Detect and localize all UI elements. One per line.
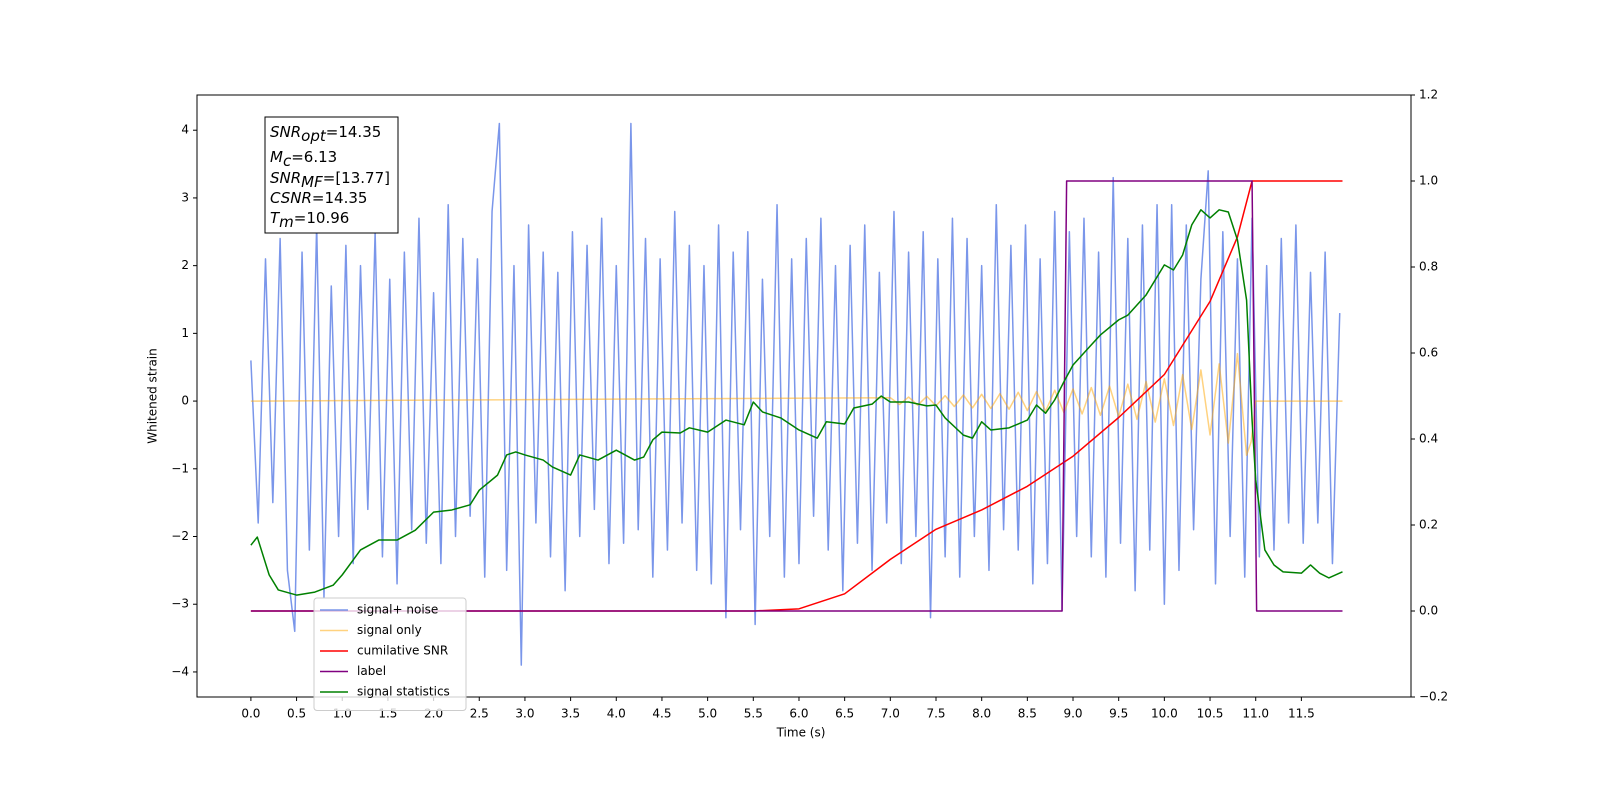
y-tick-label: −1 [171,461,189,475]
x-tick-label: 5.5 [744,707,763,721]
y-tick-label: 0 [181,394,189,408]
series-line [250,180,1343,612]
annotation-symbol: SNR [270,169,301,187]
annotation-line: SNRMF=[13.77] [270,169,390,191]
series-line [250,209,1343,596]
x-tick-label: 3.5 [561,707,580,721]
annotation-value: =14.35 [326,123,382,141]
x-tick-label: 6.0 [789,707,808,721]
annotation-line: SNRopt=14.35 [270,123,381,145]
annotation-subscript: MF [301,173,323,191]
annotation-subscript: opt [301,127,327,145]
x-tick-label: 8.5 [1018,707,1037,721]
annotation-symbol: SNR [270,123,301,141]
x-tick-label: 8.0 [972,707,991,721]
y-tick-label: −3 [171,597,189,611]
annotation-value: =10.96 [294,209,350,227]
x-tick-label: 0.0 [241,707,260,721]
annotation-value: =14.35 [312,189,368,207]
x-tick-label: 7.5 [926,707,945,721]
y-axis-label: Whitened strain [146,348,160,444]
series-line [250,352,1343,456]
x-tick-label: 11.0 [1242,707,1269,721]
x-tick-label: 6.5 [835,707,854,721]
y2-tick-label: 0.0 [1419,604,1438,618]
y-tick-label: −4 [171,664,189,678]
annotation-frame [264,116,399,234]
annotation-line: Tm=10.96 [270,209,349,231]
legend-label: cumilative SNR [357,644,448,658]
y2-tick-label: 0.6 [1419,346,1438,360]
y2-tick-label: 0.8 [1419,260,1438,274]
y-tick-label: 1 [181,326,189,340]
legend-label: signal+ noise [357,603,438,617]
y2-tick-label: 1.2 [1419,88,1438,102]
x-tick-label: 10.0 [1151,707,1178,721]
series-line [250,122,1341,666]
annotation-line: CSNR=14.35 [270,189,367,207]
x-tick-label: 9.5 [1109,707,1128,721]
x-tick-label: 7.0 [881,707,900,721]
annotation-symbol: T [270,209,281,227]
y2-tick-label: 0.2 [1419,518,1438,532]
x-axis-label: Time (s) [776,726,826,740]
legend-label: label [357,664,386,678]
legend-label: signal only [357,623,422,637]
y2-tick-label: 1.0 [1419,174,1438,188]
annotation-value: =6.13 [291,148,337,166]
y-tick-label: 3 [181,190,189,204]
y-tick-label: −2 [171,529,189,543]
x-tick-label: 0.5 [287,707,306,721]
y-tick-label: 4 [181,123,189,137]
x-tick-label: 10.5 [1197,707,1224,721]
annotation-symbol: CSNR [270,189,312,207]
y-tick-label: 2 [181,258,189,272]
x-tick-label: 5.0 [698,707,717,721]
legend-frame [313,597,467,711]
x-tick-label: 3.0 [515,707,534,721]
annotation-symbol: M [270,148,283,166]
legend-label: signal statistics [357,685,450,699]
annotation-box: SNRopt=14.35Mc=6.13SNRMF=[13.77]CSNR=14.… [264,116,399,234]
x-tick-label: 2.5 [470,707,489,721]
x-tick-label: 11.5 [1288,707,1315,721]
x-tick-label: 9.0 [1063,707,1082,721]
annotation-subscript: m [279,213,294,231]
annotation-line: Mc=6.13 [270,148,337,170]
annotation-value: =[13.77] [323,169,390,187]
y2-tick-label: 0.4 [1419,432,1438,446]
annotation-subscript: c [283,152,292,170]
y2-tick-label: −0.2 [1419,690,1448,704]
series-line [250,180,1343,612]
plot-frame [196,94,1412,698]
x-tick-label: 4.0 [607,707,626,721]
legend: signal+ noise signal only cumilative SNR la… [313,597,467,711]
x-tick-label: 4.5 [652,707,671,721]
